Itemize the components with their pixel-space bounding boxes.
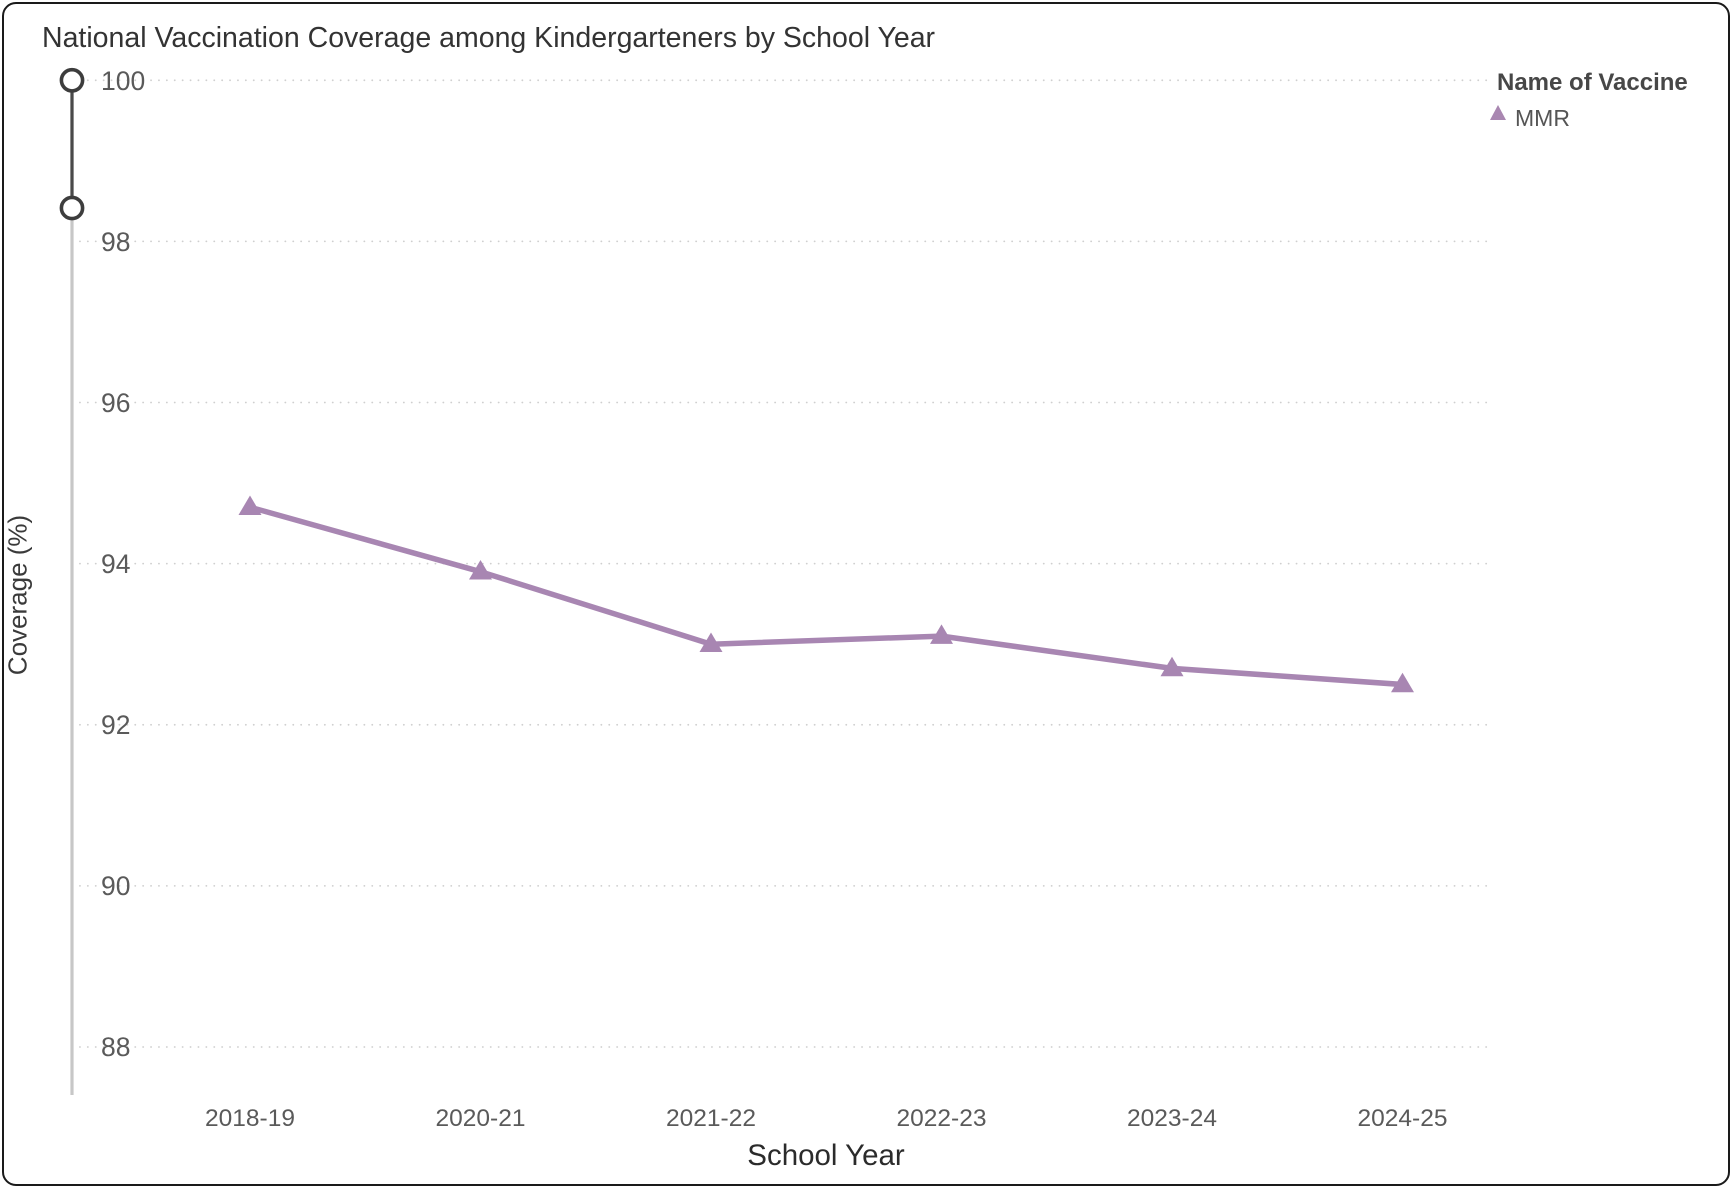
svg-text:90: 90 (101, 871, 130, 901)
svg-text:2020-21: 2020-21 (436, 1105, 526, 1132)
svg-text:88: 88 (101, 1032, 130, 1062)
svg-text:2024-25: 2024-25 (1358, 1105, 1448, 1132)
svg-text:2023-24: 2023-24 (1127, 1105, 1217, 1132)
svg-text:94: 94 (101, 549, 130, 579)
svg-text:2021-22: 2021-22 (666, 1105, 756, 1132)
svg-text:92: 92 (101, 710, 130, 740)
svg-text:98: 98 (101, 227, 130, 257)
svg-text:100: 100 (101, 66, 145, 96)
svg-text:2022-23: 2022-23 (897, 1105, 987, 1132)
svg-text:96: 96 (101, 388, 130, 418)
svg-text:2018-19: 2018-19 (205, 1105, 295, 1132)
